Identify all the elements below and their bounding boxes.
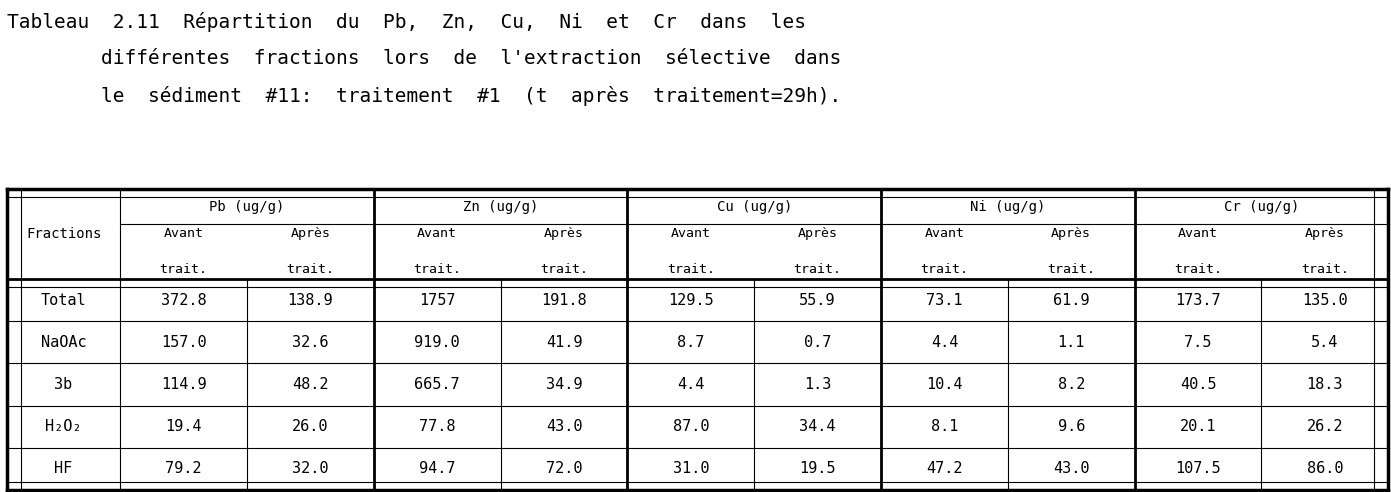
Text: Fractions: Fractions [26, 227, 102, 242]
Text: HF: HF [54, 461, 72, 476]
Text: Cu (ug/g): Cu (ug/g) [716, 200, 791, 214]
Text: 191.8: 191.8 [541, 293, 587, 308]
Text: Avant: Avant [417, 227, 458, 240]
Text: Après: Après [544, 227, 584, 240]
Text: trait.: trait. [413, 263, 462, 276]
Text: 94.7: 94.7 [419, 461, 455, 476]
Text: 8.2: 8.2 [1057, 377, 1085, 392]
Text: 40.5: 40.5 [1180, 377, 1216, 392]
Text: Tableau  2.11  Répartition  du  Pb,  Zn,  Cu,  Ni  et  Cr  dans  les: Tableau 2.11 Répartition du Pb, Zn, Cu, … [7, 12, 805, 32]
Text: 72.0: 72.0 [545, 461, 583, 476]
Text: 19.5: 19.5 [800, 461, 836, 476]
Text: 26.0: 26.0 [292, 419, 328, 434]
Text: le  sédiment  #11:  traitement  #1  (t  après  traitement=29h).: le sédiment #11: traitement #1 (t après … [7, 86, 842, 106]
Text: Après: Après [291, 227, 331, 240]
Text: 61.9: 61.9 [1053, 293, 1089, 308]
Text: 5.4: 5.4 [1312, 335, 1338, 350]
Text: 3b: 3b [54, 377, 72, 392]
Text: 34.4: 34.4 [800, 419, 836, 434]
Text: 665.7: 665.7 [415, 377, 460, 392]
Text: 372.8: 372.8 [161, 293, 206, 308]
Text: trait.: trait. [1174, 263, 1223, 276]
Text: Avant: Avant [670, 227, 711, 240]
Text: 77.8: 77.8 [419, 419, 455, 434]
Text: H₂O₂: H₂O₂ [46, 419, 82, 434]
Text: 173.7: 173.7 [1175, 293, 1221, 308]
Text: trait.: trait. [794, 263, 842, 276]
Text: trait.: trait. [921, 263, 968, 276]
Text: 4.4: 4.4 [677, 377, 704, 392]
Text: Pb (ug/g): Pb (ug/g) [209, 200, 285, 214]
Text: 79.2: 79.2 [166, 461, 202, 476]
Text: 919.0: 919.0 [415, 335, 460, 350]
Text: 73.1: 73.1 [926, 293, 963, 308]
Text: Avant: Avant [1178, 227, 1219, 240]
Text: 1757: 1757 [419, 293, 455, 308]
Text: 20.1: 20.1 [1180, 419, 1216, 434]
Text: Après: Après [797, 227, 837, 240]
Text: trait.: trait. [540, 263, 588, 276]
Text: 47.2: 47.2 [926, 461, 963, 476]
Text: trait.: trait. [1301, 263, 1349, 276]
Text: 114.9: 114.9 [161, 377, 206, 392]
Text: Total: Total [40, 293, 86, 308]
Text: 18.3: 18.3 [1306, 377, 1344, 392]
Text: 7.5: 7.5 [1184, 335, 1212, 350]
Text: Ni (ug/g): Ni (ug/g) [970, 200, 1046, 214]
Text: 19.4: 19.4 [166, 419, 202, 434]
Text: Après: Après [1052, 227, 1091, 240]
Text: Après: Après [1305, 227, 1345, 240]
Text: différentes  fractions  lors  de  l'extraction  sélective  dans: différentes fractions lors de l'extracti… [7, 49, 842, 68]
Text: 26.2: 26.2 [1306, 419, 1344, 434]
Text: 107.5: 107.5 [1175, 461, 1221, 476]
Text: 1.1: 1.1 [1057, 335, 1085, 350]
Text: 31.0: 31.0 [673, 461, 709, 476]
Text: trait.: trait. [666, 263, 715, 276]
Text: 138.9: 138.9 [288, 293, 334, 308]
Text: 43.0: 43.0 [545, 419, 583, 434]
Text: 43.0: 43.0 [1053, 461, 1089, 476]
Text: Cr (ug/g): Cr (ug/g) [1224, 200, 1299, 214]
Text: 135.0: 135.0 [1302, 293, 1348, 308]
Text: 55.9: 55.9 [800, 293, 836, 308]
Text: 86.0: 86.0 [1306, 461, 1344, 476]
Text: 32.0: 32.0 [292, 461, 328, 476]
Text: trait.: trait. [1047, 263, 1095, 276]
Text: 87.0: 87.0 [673, 419, 709, 434]
Text: 48.2: 48.2 [292, 377, 328, 392]
Text: 1.3: 1.3 [804, 377, 832, 392]
Text: 4.4: 4.4 [931, 335, 958, 350]
Text: Avant: Avant [925, 227, 964, 240]
Text: 9.6: 9.6 [1057, 419, 1085, 434]
Text: trait.: trait. [160, 263, 207, 276]
Text: Zn (ug/g): Zn (ug/g) [463, 200, 538, 214]
Text: 32.6: 32.6 [292, 335, 328, 350]
Text: 157.0: 157.0 [161, 335, 206, 350]
Text: 10.4: 10.4 [926, 377, 963, 392]
Text: Avant: Avant [164, 227, 203, 240]
Text: 8.1: 8.1 [931, 419, 958, 434]
Text: 0.7: 0.7 [804, 335, 832, 350]
Text: trait.: trait. [287, 263, 334, 276]
Text: 129.5: 129.5 [668, 293, 714, 308]
Text: 8.7: 8.7 [677, 335, 704, 350]
Text: 34.9: 34.9 [545, 377, 583, 392]
Text: NaOAc: NaOAc [40, 335, 86, 350]
Text: 41.9: 41.9 [545, 335, 583, 350]
